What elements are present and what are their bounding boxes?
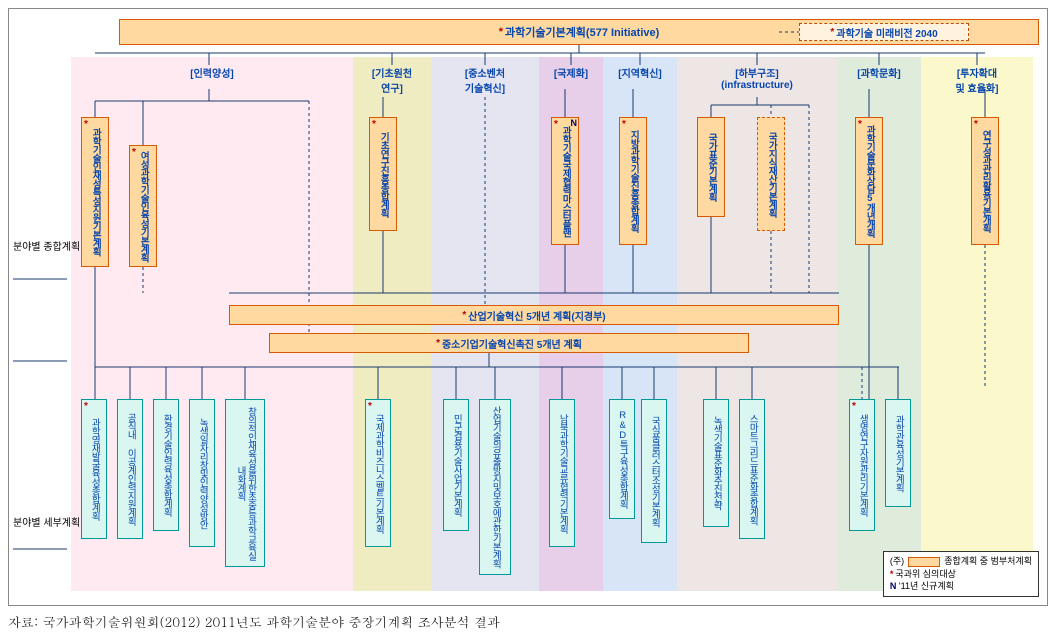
header-vision-text: 과학기술 미래비전 2040 xyxy=(836,25,937,40)
detail-plan-box: 환경기술인력육성종합계획 xyxy=(153,399,179,531)
legend-line3: '11년 신규계획 xyxy=(899,581,954,591)
detail-plan-box: 녹색일자리창및인력양성방안 xyxy=(189,399,215,547)
detail-plan-box: 과학관육성기본계획 xyxy=(885,399,911,507)
detail-plan-box: 과학영재발굴육성종합계획* xyxy=(81,399,107,539)
plan-box: 국가표준기본계획 xyxy=(697,117,725,217)
legend: (주)종합계획 중 범부처계획 *국과위 심의대상 N '11년 신규계획 xyxy=(883,551,1039,597)
diagram-frame: [인력양성][기초원천 연구][중소벤처 기술혁신][국제화][지역혁신][하부… xyxy=(8,8,1048,606)
plan-box: 과학기술문화상담5개년개획* xyxy=(855,117,883,245)
plan-box: 과학기술국제협력마스터플랜*N xyxy=(551,117,579,245)
column-header: [기초원천 연구] xyxy=(353,65,431,95)
plan-box: 기초연구진흥종합계획* xyxy=(369,117,397,231)
plan-box: 연구성과관리활용기본개획* xyxy=(971,117,999,245)
column-header: [투자확대 및 효율화] xyxy=(921,65,1033,95)
crosscut-plan-bar: *중소기업기술혁신촉진 5개년 계획 xyxy=(269,333,749,353)
figure-caption: 자료: 국가과학기술위원회(2012) 2011년도 과학기술분야 중장기계획 … xyxy=(8,612,1048,631)
plan-box: 지방과학기술진흥종합계획* xyxy=(619,117,647,245)
header-vision-box: *과학기술 미래비전 2040 xyxy=(799,23,969,41)
column-header: [하부구조] (infrastructure) xyxy=(677,65,837,91)
plan-box: 국가지식재산기본계획 xyxy=(757,117,785,231)
column-header: [지역혁신] xyxy=(603,65,677,80)
legend-line2: 국과위 심의대상 xyxy=(895,569,955,579)
detail-plan-box: 녹색기술표준화추진전략 xyxy=(703,399,729,527)
detail-plan-box: 창의적인재육성을위한초중등과학교육실내화계획 xyxy=(225,399,265,567)
column-header: [국제화] xyxy=(539,65,603,80)
detail-plan-box: 공직내 이공계인력지원계획 xyxy=(117,399,143,539)
column-header: [중소벤처 기술혁신] xyxy=(431,65,539,95)
row-label-lower: 분야별 세부계획 xyxy=(13,517,80,530)
plan-box: 여성과학기술인육성기본계획* xyxy=(129,145,157,267)
row-label-upper: 분야별 종합계획 xyxy=(13,241,80,254)
column-header: [인력양성] xyxy=(71,65,353,80)
detail-plan-box: 국식품클러스터조성기본계획 xyxy=(641,399,667,543)
detail-plan-box: 생명연구자원관리기본계획* xyxy=(849,399,875,531)
detail-plan-box: 국제과학비즈니스벨트기본계획* xyxy=(365,399,391,547)
detail-plan-box: 스마트그리드표준화종합계획 xyxy=(739,399,765,539)
detail-plan-box: 남북과학기술교류협력기본계획 xyxy=(549,399,575,547)
column-header: [과학문화] xyxy=(837,65,921,80)
legend-note: (주) xyxy=(890,556,904,566)
legend-line1-text: 종합계획 중 범부처계획 xyxy=(944,556,1032,566)
plan-box: 과학기술인재성특성지원기본계획* xyxy=(81,117,109,267)
crosscut-plan-bar: *산업기술혁신 5개년 계획(지경부) xyxy=(229,305,839,325)
detail-plan-box: 민군겸용기술사업기본계획 xyxy=(443,399,469,531)
detail-plan-box: 산업기술의유출방지및보호에관한기본계획 xyxy=(479,399,511,575)
header-title: 과학기술기본계획(577 Initiative) xyxy=(505,24,659,40)
detail-plan-box: R&D특구육성종합계획 xyxy=(609,399,635,519)
